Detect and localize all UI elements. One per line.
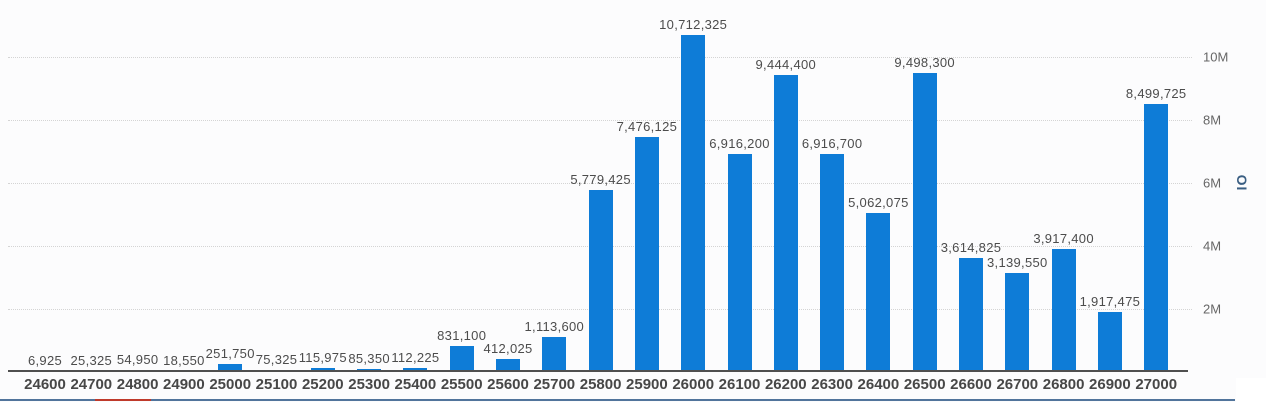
y-tick-label: 10M [1203,49,1229,65]
x-axis-line [8,370,1188,372]
x-tick-label: 25000 [209,376,252,393]
x-tick-label: 25700 [533,376,576,393]
x-tick-label: 26500 [903,376,946,393]
bar-value-label: 85,350 [348,351,390,366]
bar-26900[interactable] [1097,312,1122,372]
bar-26600[interactable] [959,258,983,372]
bar-value-label: 6,925 [27,353,63,368]
bar-26100[interactable] [727,154,752,372]
x-tick-label: 24900 [163,376,205,393]
x-tick-label: 25900 [626,376,668,393]
bar-25900[interactable] [634,137,659,372]
bar-27000[interactable] [1144,104,1169,372]
x-tick-label: 26000 [672,376,715,393]
bar-26300[interactable] [820,154,845,372]
x-tick-label: 24600 [24,376,66,393]
bar-value-label: 5,779,425 [570,172,631,187]
bar-26000[interactable] [681,35,706,372]
x-tick-label: 26900 [1089,376,1131,393]
bar-value-label: 18,550 [163,353,205,368]
bar-25700[interactable] [542,337,567,372]
x-tick-label: 25600 [487,376,529,393]
bar-26400[interactable] [866,213,891,372]
x-tick-label: 26200 [764,376,807,393]
bar-value-label: 6,916,200 [709,136,770,151]
bar-value-label: 831,100 [437,328,487,343]
x-tick-label: 26800 [1042,376,1085,393]
bar-value-label: 7,476,125 [616,119,678,134]
x-tick-label: 25100 [255,376,298,393]
gridline-6M [8,183,1192,184]
bottom-rule [0,399,1235,401]
x-tick-label: 26600 [950,376,992,393]
bar-value-label: 412,025 [483,341,533,356]
x-tick-label: 24700 [70,376,113,393]
bar-value-label: 112,225 [391,350,440,365]
x-tick-label: 25200 [301,376,344,393]
bar-value-label: 10,712,325 [659,17,728,32]
bar-value-label: 75,325 [255,352,298,367]
y-tick-label: 8M [1203,112,1222,128]
bar-value-label: 9,498,300 [894,55,955,70]
x-tick-label: 27000 [1135,376,1178,393]
y-tick-label: 2M [1203,301,1222,317]
bar-value-label: 1,113,600 [524,319,585,334]
bar-value-label: 1,917,475 [1079,294,1141,309]
x-tick-label: 26300 [811,376,853,393]
x-tick-label: 24800 [116,376,159,393]
progress-marker [95,399,151,401]
bar-value-label: 251,750 [205,346,255,361]
bar-value-label: 8,499,725 [1125,86,1187,101]
x-tick-label: 26700 [996,376,1039,393]
bar-value-label: 3,917,400 [1033,231,1094,246]
x-tick-label: 26100 [718,376,761,393]
x-tick-label: 25500 [440,376,483,393]
bar-value-label: 115,975 [298,350,347,365]
y-tick-label: 6M [1203,175,1222,191]
gridline-10M [8,57,1192,58]
bar-value-label: 54,950 [116,352,159,367]
bar-26800[interactable] [1051,249,1076,372]
bar-value-label: 3,614,825 [940,240,1002,255]
bar-26700[interactable] [1005,273,1030,372]
bar-25800[interactable] [588,190,613,372]
bar-26500[interactable] [912,73,937,372]
y-tick-label: 4M [1203,238,1222,254]
x-tick-label: 25400 [394,376,437,393]
x-tick-label: 25800 [579,376,622,393]
bar-25600[interactable] [496,359,520,372]
bar-25000[interactable] [218,364,243,372]
bar-value-label: 5,062,075 [848,195,909,210]
bar-value-label: 25,325 [70,353,113,368]
bar-value-label: 6,916,700 [801,136,863,151]
bar-value-label: 9,444,400 [755,57,817,72]
bar-value-label: 3,139,550 [987,255,1048,270]
bar-26200[interactable] [773,75,798,372]
corner-mask [1236,378,1266,402]
x-tick-label: 25300 [348,376,390,393]
x-tick-label: 26400 [857,376,900,393]
bar-25500[interactable] [449,346,474,372]
y-axis-title: OI [1234,174,1250,192]
gridline-8M [8,120,1192,121]
